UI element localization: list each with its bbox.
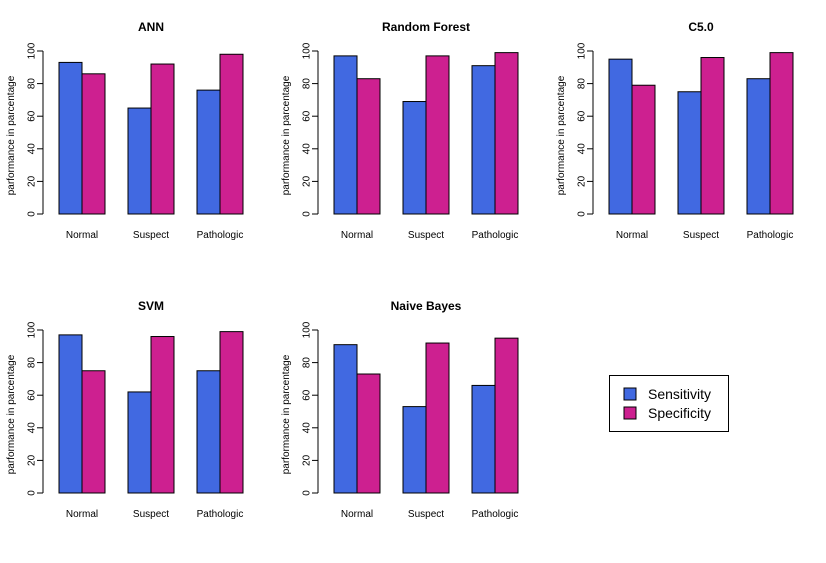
chart-panel-2: Random Forest 0 20 40 60 80 100 parformance in … bbox=[281, 20, 519, 241]
y-tick-label: 100 bbox=[577, 42, 588, 59]
legend-box bbox=[609, 375, 729, 432]
panel-title: Naive Bayes bbox=[391, 299, 462, 313]
panel-title: Random Forest bbox=[382, 20, 470, 34]
bar-specificity-normal bbox=[356, 373, 381, 494]
y-tick-label: 20 bbox=[577, 175, 588, 187]
y-tick-label: 20 bbox=[27, 175, 38, 187]
x-category-label: Normal bbox=[616, 230, 648, 241]
bar-specificity-suspect bbox=[425, 55, 450, 215]
y-axis-label: parformance in parcentage bbox=[281, 75, 292, 195]
y-tick-label: 0 bbox=[27, 211, 38, 217]
y-tick-label: 80 bbox=[302, 357, 313, 369]
legend-label: Specificity bbox=[648, 405, 711, 421]
y-tick-label: 0 bbox=[302, 490, 313, 496]
y-tick-label: 60 bbox=[27, 389, 38, 401]
x-category-label: Pathologic bbox=[472, 230, 519, 241]
y-tick-label: 20 bbox=[302, 454, 313, 466]
x-category-label: Suspect bbox=[133, 509, 169, 520]
x-category-label: Suspect bbox=[408, 509, 444, 520]
bar-sensitivity-pathologic bbox=[471, 384, 496, 494]
bar-specificity-pathologic bbox=[769, 52, 794, 215]
y-tick-label: 60 bbox=[302, 389, 313, 401]
bar-specificity-pathologic bbox=[494, 52, 519, 215]
panel-title: SVM bbox=[138, 299, 164, 313]
legend-swatch bbox=[623, 406, 637, 420]
y-tick-label: 60 bbox=[27, 110, 38, 122]
bar-sensitivity-pathologic bbox=[471, 65, 496, 215]
y-axis-label: parformance in parcentage bbox=[281, 354, 292, 474]
y-tick-label: 100 bbox=[27, 321, 38, 338]
bar-sensitivity-normal bbox=[608, 58, 633, 215]
y-tick-label: 20 bbox=[302, 175, 313, 187]
chart-panel-5: Naive Bayes 0 20 40 60 80 100 parformance in pa… bbox=[281, 299, 519, 520]
bar-specificity-pathologic bbox=[494, 337, 519, 494]
bar-specificity-pathologic bbox=[219, 53, 244, 215]
y-tick-label: 40 bbox=[27, 143, 38, 155]
y-tick-label: 60 bbox=[302, 110, 313, 122]
panel-title: ANN bbox=[138, 20, 164, 34]
legend: Sensitivity Specificity bbox=[609, 375, 729, 432]
legend-swatch bbox=[623, 387, 637, 401]
x-category-label: Suspect bbox=[683, 230, 719, 241]
y-axis-label: parformance in parcentage bbox=[6, 75, 17, 195]
y-tick-label: 0 bbox=[302, 211, 313, 217]
panel-title: C5.0 bbox=[688, 20, 714, 34]
bar-specificity-suspect bbox=[425, 342, 450, 494]
x-category-label: Pathologic bbox=[197, 509, 244, 520]
y-tick-label: 0 bbox=[577, 211, 588, 217]
x-category-label: Normal bbox=[66, 230, 98, 241]
bar-sensitivity-normal bbox=[58, 334, 83, 494]
bar-specificity-normal bbox=[81, 73, 106, 215]
y-tick-label: 0 bbox=[27, 490, 38, 496]
bar-sensitivity-normal bbox=[58, 61, 83, 215]
bar-specificity-normal bbox=[356, 78, 381, 215]
y-axis-label: parformance in parcentage bbox=[556, 75, 567, 195]
bar-specificity-suspect bbox=[150, 336, 175, 494]
x-category-label: Pathologic bbox=[197, 230, 244, 241]
bar-sensitivity-suspect bbox=[402, 406, 427, 494]
x-category-label: Pathologic bbox=[472, 509, 519, 520]
bar-specificity-normal bbox=[81, 370, 106, 494]
y-tick-label: 40 bbox=[302, 143, 313, 155]
y-tick-label: 40 bbox=[577, 143, 588, 155]
x-category-label: Suspect bbox=[408, 230, 444, 241]
y-axis-label: parformance in parcentage bbox=[6, 354, 17, 474]
bar-sensitivity-pathologic bbox=[196, 370, 221, 494]
y-tick-label: 100 bbox=[27, 42, 38, 59]
bar-sensitivity-suspect bbox=[677, 91, 702, 215]
bar-sensitivity-suspect bbox=[402, 101, 427, 215]
bar-sensitivity-normal bbox=[333, 344, 358, 494]
chart-panel-3: C5.0 0 20 40 60 80 100 parformance in parcentag… bbox=[556, 20, 794, 241]
y-tick-label: 100 bbox=[302, 321, 313, 338]
x-category-label: Pathologic bbox=[747, 230, 794, 241]
y-tick-label: 80 bbox=[577, 78, 588, 90]
chart-panel-1: ANN 0 20 40 60 80 100 parformance in parcentage… bbox=[6, 20, 244, 241]
bar-sensitivity-pathologic bbox=[196, 89, 221, 215]
bar-sensitivity-suspect bbox=[127, 107, 152, 215]
legend-label: Sensitivity bbox=[648, 386, 711, 402]
x-category-label: Normal bbox=[341, 509, 373, 520]
x-category-label: Suspect bbox=[133, 230, 169, 241]
y-tick-label: 100 bbox=[302, 42, 313, 59]
y-tick-label: 40 bbox=[27, 422, 38, 434]
chart-panel-4: SVM 0 20 40 60 80 100 parformance in parcentage… bbox=[6, 299, 244, 520]
y-tick-label: 60 bbox=[577, 110, 588, 122]
y-tick-label: 80 bbox=[27, 78, 38, 90]
y-tick-label: 80 bbox=[27, 357, 38, 369]
bar-specificity-suspect bbox=[150, 63, 175, 215]
bar-sensitivity-normal bbox=[333, 55, 358, 215]
x-category-label: Normal bbox=[66, 509, 98, 520]
bar-specificity-normal bbox=[631, 84, 656, 215]
y-tick-label: 80 bbox=[302, 78, 313, 90]
y-tick-label: 20 bbox=[27, 454, 38, 466]
bar-sensitivity-pathologic bbox=[746, 78, 771, 215]
bar-specificity-pathologic bbox=[219, 331, 244, 494]
y-tick-label: 40 bbox=[302, 422, 313, 434]
bar-specificity-suspect bbox=[700, 57, 725, 215]
x-category-label: Normal bbox=[341, 230, 373, 241]
bar-sensitivity-suspect bbox=[127, 391, 152, 494]
